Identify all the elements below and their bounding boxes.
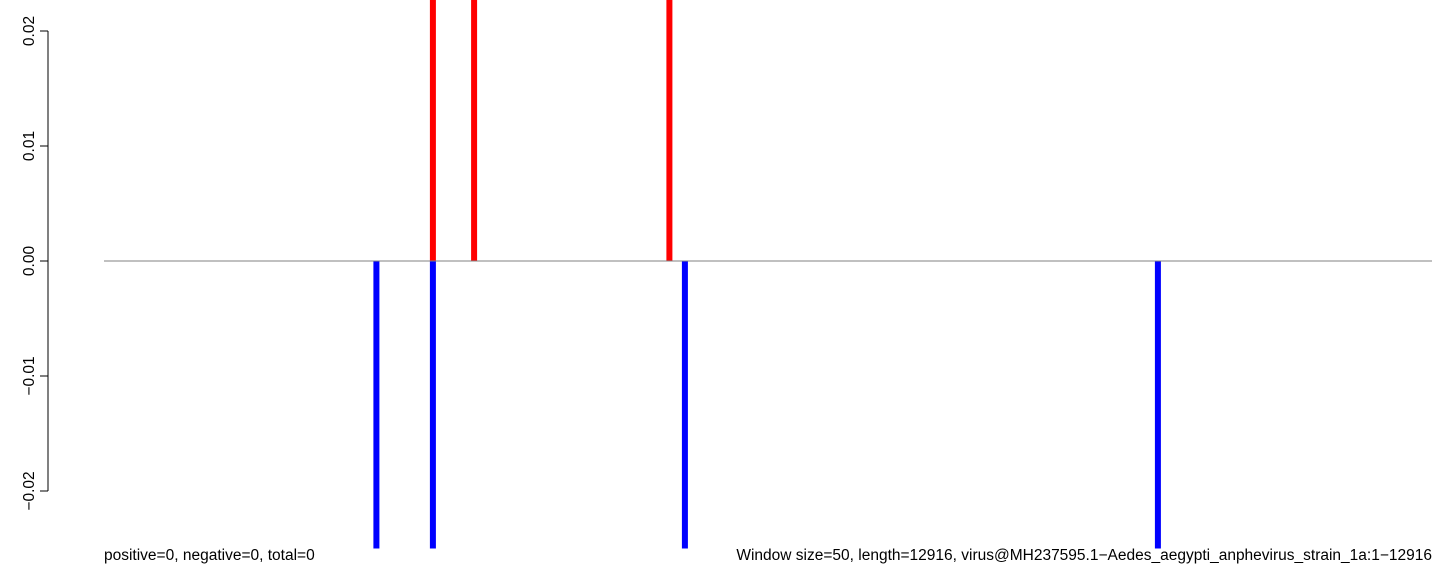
y-tick-label-2: 0.00 <box>21 246 38 277</box>
negative-bar-2 <box>681 261 688 549</box>
y-tick-label-0: −0.02 <box>21 471 38 510</box>
negative-bar-3 <box>1154 261 1161 549</box>
positive-bar-2 <box>666 0 673 261</box>
negative-bar-1 <box>429 261 436 549</box>
footer-stats-text: positive=0, negative=0, total=0 <box>104 547 315 564</box>
y-tick-label-4: 0.02 <box>21 16 38 46</box>
y-tick-label-3: 0.01 <box>21 131 38 161</box>
negative-bar-0 <box>373 261 380 549</box>
y-tick-label-1: −0.01 <box>21 356 38 395</box>
y-axis: −0.02 −0.01 0.00 0.01 0.02 <box>21 16 49 511</box>
bars-layer <box>373 0 1161 549</box>
footer-window-info-text: Window size=50, length=12916, virus@MH23… <box>736 547 1432 564</box>
positive-bar-0 <box>429 0 436 261</box>
positive-bar-1 <box>471 0 478 261</box>
